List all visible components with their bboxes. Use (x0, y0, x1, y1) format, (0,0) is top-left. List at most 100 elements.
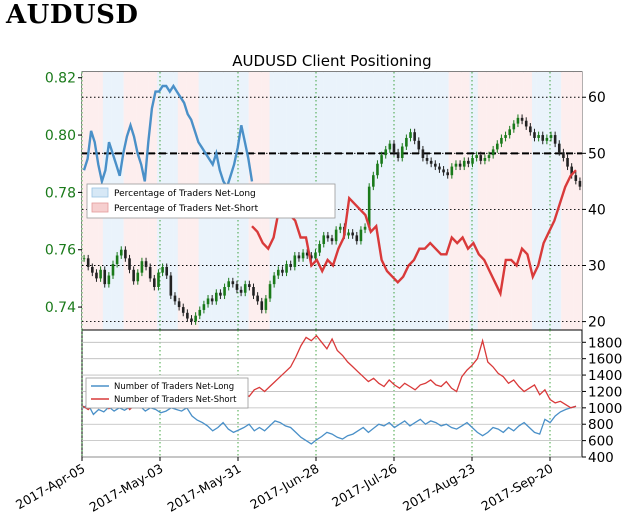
price-candle-body (421, 149, 425, 158)
chart-title: AUDUSD Client Positioning (232, 52, 431, 70)
price-candle-body (252, 287, 255, 296)
shading-stripe (340, 72, 345, 330)
count-tick-label: 1800 (588, 335, 622, 351)
price-candle-body (396, 152, 400, 158)
price-candle-body (107, 275, 111, 285)
shading-stripe (444, 72, 449, 330)
count-tick-label: 1000 (588, 401, 622, 417)
price-candle-body (119, 249, 123, 256)
price-candle-body (248, 284, 251, 287)
price-candle-body (458, 163, 462, 167)
shading-stripe (82, 72, 87, 330)
price-candle-body (206, 298, 210, 305)
price-candle-body (124, 249, 127, 259)
price-candle-body (566, 158, 569, 167)
shading-stripe (532, 72, 537, 330)
price-candle-body (326, 235, 330, 239)
price-candle-body (190, 318, 193, 322)
price-candle-body (169, 275, 173, 296)
percent-axis: 20 30 40 50 60 (582, 90, 606, 331)
price-candle-body (446, 172, 449, 176)
price-candle-body (305, 252, 309, 256)
shading-stripe (382, 72, 387, 330)
shading-stripe (440, 72, 445, 330)
legend-label-count-long: Number of Traders Net-Long (114, 382, 234, 392)
price-candle-body (483, 158, 487, 161)
price-candle-body (157, 272, 160, 287)
price-candle-body (202, 304, 206, 310)
price-candle-body (148, 266, 152, 279)
shading-stripe (386, 72, 391, 330)
price-candle-body (367, 186, 371, 227)
price-candle-body (533, 132, 536, 138)
price-candle-body (516, 117, 520, 124)
price-candle-body (99, 269, 102, 279)
price-candle-body (347, 232, 350, 236)
shading-stripe (561, 72, 566, 330)
price-candle-body (264, 298, 268, 310)
price-candle-body (487, 155, 491, 158)
count-tick-label: 1200 (588, 384, 622, 400)
count-tick-label: 1600 (588, 352, 622, 368)
price-candle-body (161, 266, 164, 273)
shading-stripe (419, 72, 424, 330)
percent-tick-label: 60 (588, 90, 606, 106)
shading-stripe (436, 72, 441, 330)
shading-stripe (461, 72, 466, 330)
price-candle-body (111, 264, 115, 276)
price-candle-body (239, 289, 243, 293)
price-candle-body (508, 129, 511, 136)
price-candle-body (297, 255, 301, 259)
price-candle-body (235, 284, 239, 290)
shading-stripe (507, 72, 512, 330)
top-legend: Percentage of Traders Net-Long Percentag… (86, 183, 336, 219)
shading-stripe (498, 72, 504, 330)
price-candle-body (103, 269, 107, 285)
price-candle-body (318, 244, 321, 253)
date-tick-label: 2017-Jul-26 (329, 461, 399, 510)
date-tick-label: 2017-May-31 (165, 461, 244, 515)
shading-stripe (569, 72, 574, 330)
price-candle-body (223, 287, 226, 296)
date-tick-label: 2017-May-03 (87, 461, 166, 515)
price-candle-body (243, 284, 247, 293)
price-candle-body (256, 295, 259, 302)
price-candle-body (351, 232, 354, 236)
price-candle-body (454, 163, 458, 167)
shading-stripe (502, 72, 508, 330)
shading-stripe (544, 72, 549, 330)
top-legend-box (86, 183, 336, 219)
count-tick-label: 400 (588, 450, 614, 466)
price-candle-body (512, 123, 516, 130)
price-candle-body (557, 143, 561, 153)
price-candle-body (95, 272, 98, 279)
shading-stripe (390, 72, 395, 330)
shading-stripe (336, 72, 341, 330)
shading-stripe (448, 72, 454, 330)
shading-stripe (494, 72, 499, 330)
price-tick-label: 0.78 (45, 185, 76, 201)
shading-stripe (577, 72, 583, 330)
price-candle-body (181, 307, 185, 313)
price-candle-body (355, 235, 359, 242)
price-candle-body (562, 152, 565, 158)
shading-stripe (369, 72, 374, 330)
shading-stripe (361, 72, 366, 330)
price-candle-body (132, 269, 135, 282)
price-candle-body (219, 292, 222, 296)
legend-swatch-net-short (91, 202, 109, 213)
shading-stripe (465, 72, 470, 330)
date-axis: 2017-Apr-05 2017-May-03 2017-May-31 2017-Ju… (13, 457, 556, 515)
top-panel: 0.74 0.76 0.78 0.80 0.82 20 30 40 50 60 AUDUSD C… (45, 52, 606, 331)
price-candle-body (537, 135, 540, 138)
shading-stripe (573, 72, 579, 330)
shading-stripe (511, 72, 516, 330)
price-candle-body (310, 255, 313, 259)
date-tick-label: 2017-Aug-23 (400, 461, 478, 514)
shading-stripe (536, 72, 541, 330)
shading-stripe (452, 72, 458, 330)
price-candle-body (388, 143, 392, 150)
price-candle-body (334, 229, 338, 242)
